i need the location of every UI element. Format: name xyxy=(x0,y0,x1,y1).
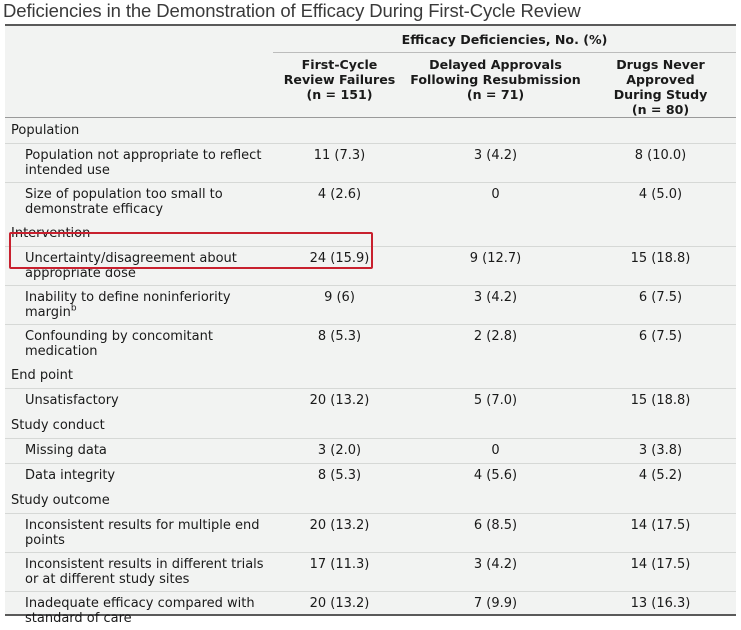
table-cell: 2 (2.8) xyxy=(406,325,585,364)
table-cell: 0 xyxy=(406,439,585,464)
table-cell: 8 (10.0) xyxy=(585,144,736,183)
table-cell: 3 (4.2) xyxy=(406,553,585,592)
table-cell: 3 (4.2) xyxy=(406,144,585,183)
category-label: Study outcome xyxy=(5,488,736,514)
table-cell: 4 (5.6) xyxy=(406,464,585,489)
highlight-box xyxy=(9,232,373,269)
table-cell: 15 (18.8) xyxy=(585,247,736,286)
row-label: Missing data xyxy=(5,439,273,464)
category-row: End point xyxy=(5,363,736,389)
row-label-header xyxy=(5,53,273,118)
table-cell: 6 (7.5) xyxy=(585,286,736,325)
page-title: Deficiencies in the Demonstration of Eff… xyxy=(3,0,581,22)
row-label: Inconsistent results in different trials… xyxy=(5,553,273,592)
blank-header xyxy=(5,26,273,53)
row-label: Unsatisfactory xyxy=(5,389,273,414)
table-row: Inconsistent results in different trials… xyxy=(5,553,736,592)
table-cell: 4 (2.6) xyxy=(273,183,406,222)
table-cell: 3 (3.8) xyxy=(585,439,736,464)
table-cell: 14 (17.5) xyxy=(585,553,736,592)
category-label: End point xyxy=(5,363,736,389)
table-cell: 3 (2.0) xyxy=(273,439,406,464)
table-cell: 9 (12.7) xyxy=(406,247,585,286)
category-row: Study conduct xyxy=(5,413,736,439)
category-label: Study conduct xyxy=(5,413,736,439)
table-cell: 6 (8.5) xyxy=(406,514,585,553)
table-cell: 0 xyxy=(406,183,585,222)
table-cell: 8 (5.3) xyxy=(273,325,406,364)
efficacy-table: Efficacy Deficiencies, No. (%) First-Cyc… xyxy=(5,24,736,616)
table-cell: 14 (17.5) xyxy=(585,514,736,553)
table-cell: 15 (18.8) xyxy=(585,389,736,414)
table-cell: 20 (13.2) xyxy=(273,514,406,553)
table-cell: 4 (5.0) xyxy=(585,183,736,222)
category-row: Study outcome xyxy=(5,488,736,514)
table-cell: 5 (7.0) xyxy=(406,389,585,414)
table-cell: 13 (16.3) xyxy=(585,592,736,630)
category-label: Population xyxy=(5,118,736,144)
table-cell: 20 (13.2) xyxy=(273,389,406,414)
row-label: Data integrity xyxy=(5,464,273,489)
table-cell: 3 (4.2) xyxy=(406,286,585,325)
table-cell: 11 (7.3) xyxy=(273,144,406,183)
table-cell: 8 (5.3) xyxy=(273,464,406,489)
table-cell: 7 (9.9) xyxy=(406,592,585,630)
table-cell: 6 (7.5) xyxy=(585,325,736,364)
table-cell: 17 (11.3) xyxy=(273,553,406,592)
table-cell: 9 (6) xyxy=(273,286,406,325)
footnote-marker: b xyxy=(71,304,77,314)
table-cell: 20 (13.2) xyxy=(273,592,406,630)
category-row: Population xyxy=(5,118,736,144)
table-cell: 4 (5.2) xyxy=(585,464,736,489)
group-header: Efficacy Deficiencies, No. (%) xyxy=(273,26,736,53)
